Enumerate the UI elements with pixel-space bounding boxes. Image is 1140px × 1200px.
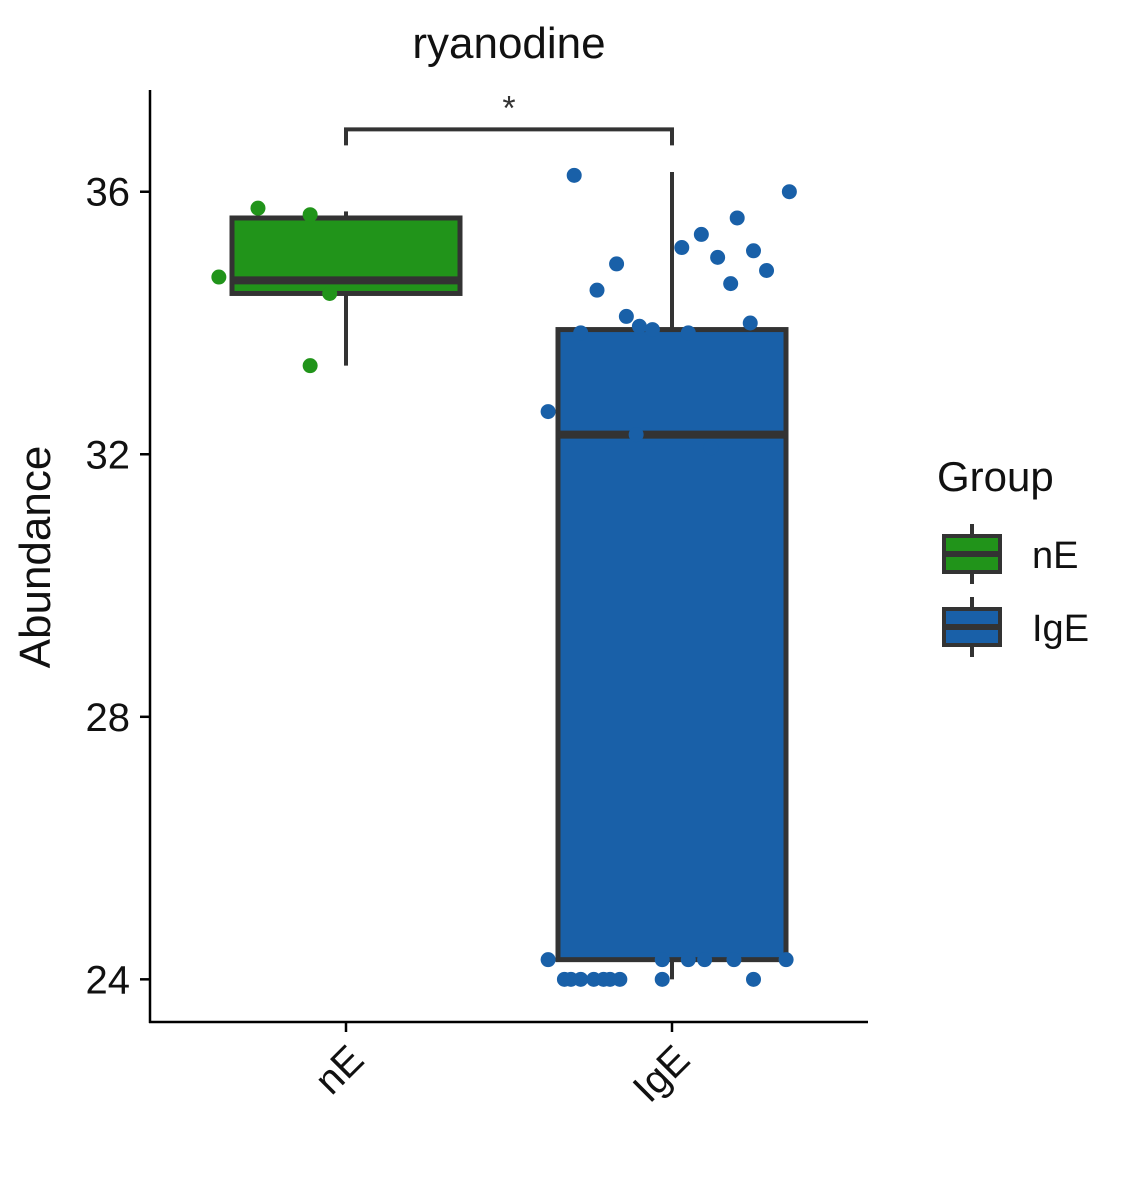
data-point (693, 226, 709, 242)
data-point (573, 971, 589, 987)
data-point (729, 210, 745, 226)
chart-title: ryanodine (412, 19, 605, 68)
points-ne (211, 200, 338, 374)
points-ige (540, 167, 797, 987)
data-point (746, 971, 761, 987)
data-point (674, 240, 690, 256)
legend: Group nE IgE (937, 453, 1089, 657)
data-point (742, 315, 758, 331)
y-tick-label: 32 (86, 433, 131, 477)
data-point (680, 952, 696, 968)
data-point (211, 269, 227, 285)
data-point (302, 358, 318, 374)
data-point (654, 952, 670, 968)
y-tick-label: 24 (86, 958, 131, 1002)
data-point (609, 256, 625, 272)
box-ne (229, 211, 463, 366)
data-point (723, 276, 739, 292)
data-point (680, 325, 696, 341)
y-tick-label: 36 (86, 171, 131, 215)
plot-area: 24 28 32 36 nE IgE * (86, 89, 868, 1111)
significance-bracket (344, 127, 674, 146)
data-point (302, 207, 318, 223)
data-point (540, 404, 556, 420)
box-body (555, 327, 789, 963)
x-tick-label-ige: IgE (625, 1037, 699, 1111)
data-point (250, 200, 266, 216)
significance-label: * (502, 89, 515, 127)
data-point (589, 282, 605, 298)
data-point (566, 167, 582, 183)
y-axis-title: Abundance (11, 446, 60, 669)
legend-label: IgE (1032, 608, 1089, 650)
legend-item-ige: IgE (942, 597, 1089, 657)
y-tick-label: 28 (86, 696, 131, 740)
box-ige (555, 172, 789, 980)
x-tick-label-ne: nE (307, 1037, 373, 1103)
data-point (573, 325, 589, 341)
data-point (746, 243, 761, 259)
data-point (612, 971, 628, 987)
data-point (644, 322, 660, 338)
legend-label: nE (1032, 535, 1078, 577)
data-point (540, 952, 556, 968)
data-point (710, 249, 726, 265)
data-point (759, 262, 775, 278)
data-point (697, 952, 713, 968)
data-point (631, 318, 647, 334)
data-point (703, 440, 719, 456)
data-point (618, 308, 634, 324)
legend-title: Group (937, 453, 1054, 500)
data-point (322, 285, 338, 301)
legend-item-ne: nE (942, 524, 1078, 584)
data-point (781, 184, 797, 200)
data-point (778, 952, 794, 968)
data-point (628, 427, 644, 443)
data-point (654, 971, 670, 987)
data-point (726, 952, 742, 968)
